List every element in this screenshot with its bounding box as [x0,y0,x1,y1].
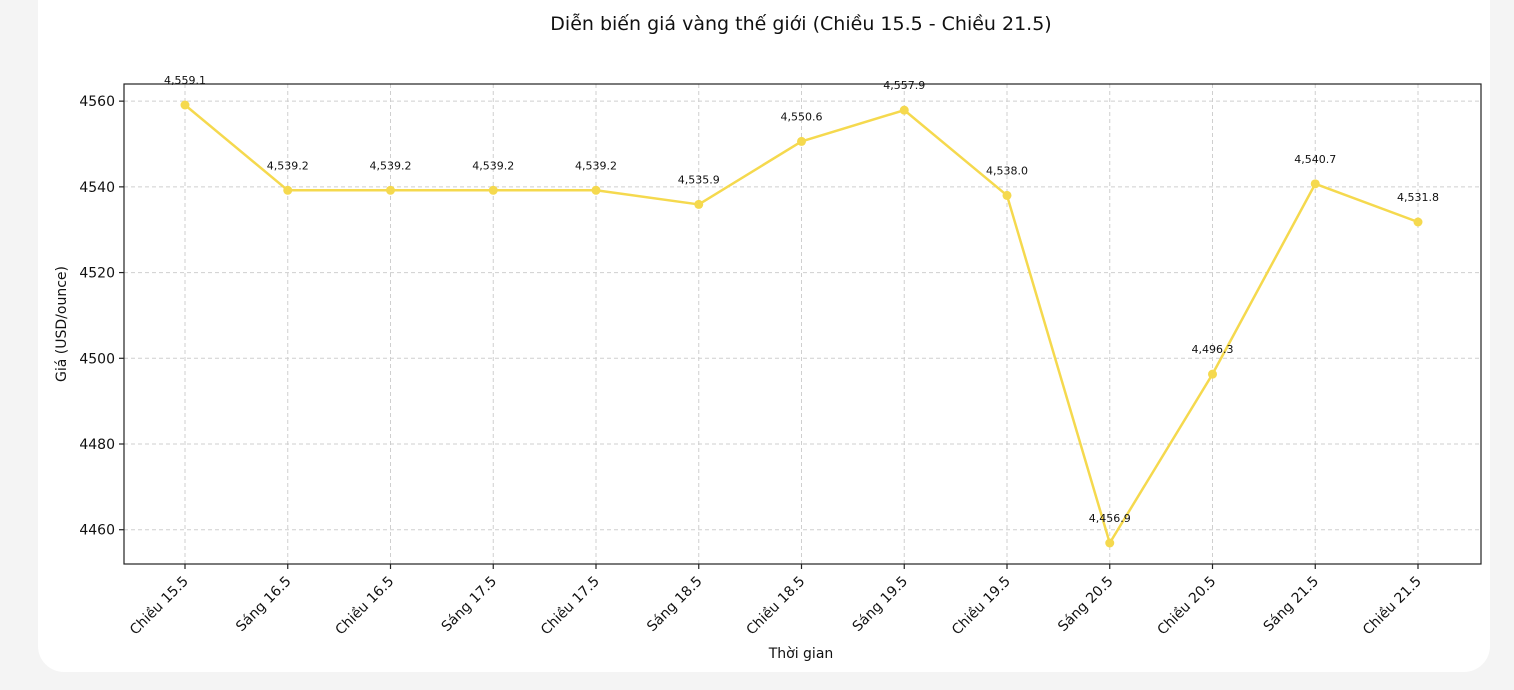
data-label: 4,559.1 [164,74,206,87]
data-label: 4,496.3 [1192,343,1234,356]
data-point [797,136,806,146]
x-tick-label: Chiều 18.5 [743,573,809,639]
x-tick-label: Sáng 20.5 [1055,574,1116,635]
data-label: 4,540.7 [1294,153,1336,166]
y-tick-label: 4460 [79,523,115,539]
data-label: 4,539.2 [267,159,309,172]
data-point [386,185,395,195]
series [180,100,1423,548]
data-label: 4,539.2 [370,159,412,172]
x-tick-label: Chiều 17.5 [537,573,603,639]
grid-lines [124,84,1481,564]
y-tick-label: 4540 [79,180,115,196]
x-tick-label: Chiều 20.5 [1154,573,1220,639]
x-tick-label: Sáng 21.5 [1261,574,1322,635]
x-axis-label: Thời gian [768,646,834,662]
x-tick-label: Sáng 16.5 [233,574,294,635]
data-label: 4,550.6 [781,110,823,123]
x-tick-label: Chiều 19.5 [948,573,1014,639]
chart-card [38,0,1490,672]
data-point [1208,369,1217,379]
data-point [283,185,293,195]
data-label: 4,539.2 [575,159,617,172]
x-axis-ticks: Chiều 15.5 Sáng 16.5 Chiều 16.5 Sáng 17.5 Ch… [126,564,1425,638]
x-tick-label: Chiều 16.5 [332,573,398,639]
data-label: 4,538.0 [986,164,1028,177]
x-tick-label: Chiều 15.5 [126,573,192,639]
x-tick-label: Sáng 18.5 [644,574,705,635]
data-label: 4,539.2 [472,159,514,172]
data-label: 4,535.9 [678,173,720,186]
plot-frame [123,83,1482,565]
data-point [1105,538,1115,548]
data-point [694,199,704,209]
data-label: 4,456.9 [1089,512,1131,525]
x-tick-label: Sáng 17.5 [439,574,500,635]
data-point [1002,190,1012,200]
data-label: 4,557.9 [883,79,925,92]
data-point [1310,179,1320,189]
data-point [180,100,190,110]
data-labels: 4,559.1 4,539.2 4,539.2 4,539.2 4,539.2 4,535… [164,74,1439,525]
y-axis-ticks: 4460 4480 4500 4520 4540 4560 [79,94,124,539]
y-tick-label: 4480 [79,437,115,453]
data-point [591,185,601,195]
data-point [899,105,909,115]
y-axis-label: Giá (USD/ounce) [54,266,70,382]
y-tick-label: 4520 [79,266,115,282]
data-point [1413,217,1423,227]
data-point [488,185,498,195]
x-tick-label: Chiều 21.5 [1359,573,1425,639]
y-tick-label: 4560 [79,94,115,110]
x-tick-label: Sáng 19.5 [850,574,911,635]
y-tick-label: 4500 [79,351,115,367]
chart-title: Diễn biến giá vàng thế giới (Chiều 15.5 … [550,12,1051,35]
data-label: 4,531.8 [1397,191,1439,204]
